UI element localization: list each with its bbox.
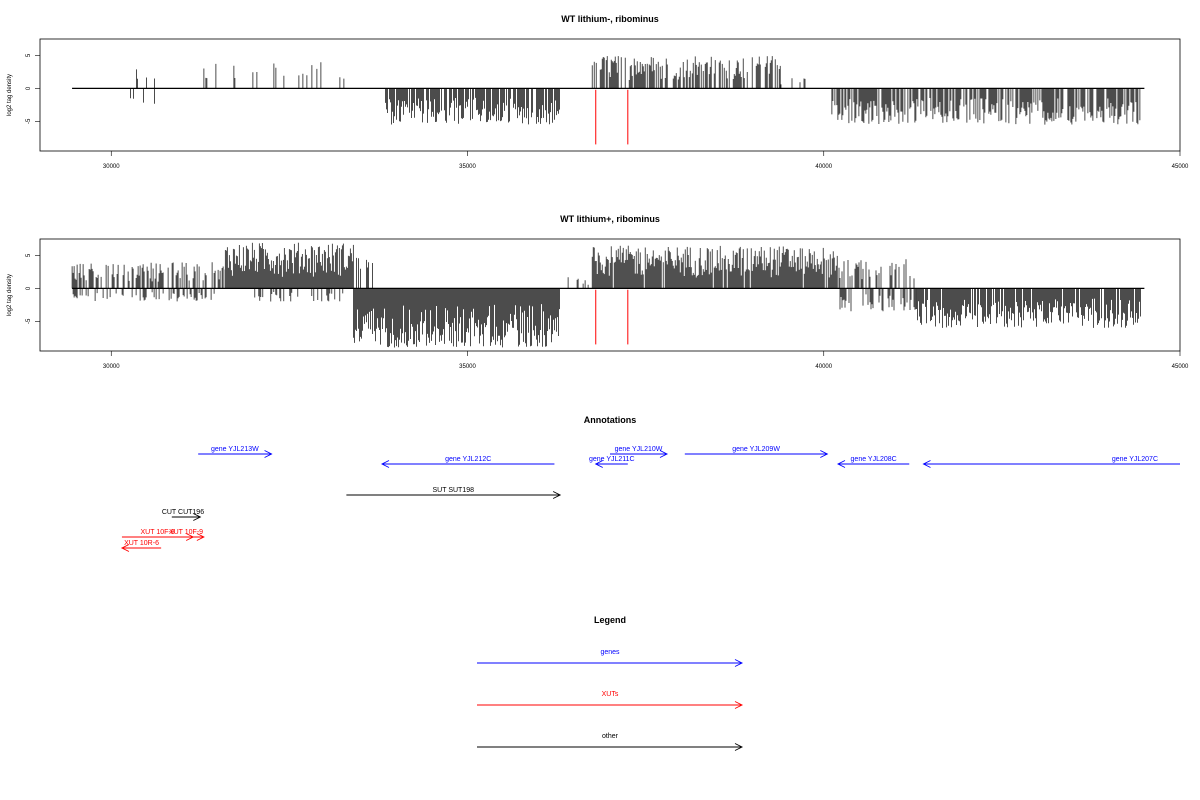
- legend-entries: genes XUTs other: [477, 649, 744, 751]
- arrowhead-icon: [734, 743, 744, 751]
- x-axis: 30000 35000 40000 45000: [103, 351, 1189, 370]
- arrowhead-icon: [659, 450, 669, 458]
- panel-lithium-plus: WT lithium+, ribominus log2 tag density …: [7, 214, 1189, 370]
- feature-label: gene YJL213W: [211, 446, 259, 453]
- y-tick-label: 5: [26, 253, 32, 257]
- feature-label: gene YJL212C: [445, 456, 491, 463]
- legend-entry: genes: [477, 649, 744, 667]
- annotation-feature: SUT SUT198: [346, 487, 562, 499]
- x-axis: 30000 35000 40000 45000: [103, 151, 1189, 170]
- y-axis-label: log2 tag density: [7, 74, 13, 116]
- feature-label: gene YJL210W: [615, 446, 663, 453]
- y-axis: 5 0 -5: [26, 53, 40, 124]
- legend-label: genes: [600, 649, 620, 656]
- arrowhead-icon: [196, 533, 205, 541]
- annotation-feature: gene YJL209W: [684, 446, 829, 458]
- y-tick-label: 5: [26, 53, 32, 57]
- plot-frame: [39, 238, 1181, 352]
- feature-label: gene YJL207C: [1112, 456, 1158, 463]
- panel-title: WT lithium+, ribominus: [560, 214, 660, 224]
- x-tick-label: 35000: [459, 164, 476, 170]
- feature-label: SUT SUT198: [433, 487, 475, 494]
- legend: Legend genes XUTs other: [477, 615, 744, 751]
- feature-label: XUT 10R-6: [124, 540, 159, 547]
- y-tick-label: -5: [26, 318, 32, 324]
- feature-label: XUT 10F-8: [141, 529, 175, 536]
- y-tick-label: -5: [26, 118, 32, 124]
- arrowhead-icon: [734, 659, 744, 667]
- arrowhead-icon: [193, 513, 202, 521]
- feature-label: XUT 10F-9: [169, 529, 203, 536]
- arrowhead-icon: [836, 460, 846, 468]
- panel-lithium-minus: WT lithium-, ribominus log2 tag density …: [7, 14, 1189, 170]
- annotation-features: gene YJL213W gene YJL212C gene YJL210W gene…: [120, 446, 1180, 552]
- annotation-feature: gene YJL208C: [836, 456, 910, 468]
- annotation-feature: gene YJL211C: [589, 456, 635, 468]
- annotation-feature: CUT CUT196: [162, 509, 204, 521]
- x-tick-label: 40000: [815, 364, 832, 370]
- x-tick-label: 40000: [815, 164, 832, 170]
- annotation-feature: gene YJL210W: [610, 446, 669, 458]
- arrowhead-icon: [734, 701, 744, 709]
- x-tick-label: 30000: [103, 164, 120, 170]
- arrowhead-icon: [922, 460, 931, 468]
- y-tick-label: 0: [26, 86, 32, 90]
- arrowhead-icon: [820, 450, 829, 458]
- annotations-title: Annotations: [584, 415, 637, 425]
- legend-label: XUTs: [602, 691, 619, 698]
- arrowhead-icon: [120, 544, 130, 552]
- annotation-feature: gene YJL212C: [380, 456, 555, 468]
- panel-title: WT lithium-, ribominus: [561, 14, 659, 24]
- legend-entry: XUTs: [477, 691, 744, 709]
- density-bars: [72, 56, 1145, 145]
- density-bars: [71, 242, 1145, 348]
- x-tick-label: 35000: [459, 364, 476, 370]
- y-axis: 5 0 -5: [26, 253, 40, 324]
- legend-title: Legend: [594, 615, 626, 625]
- feature-label: gene YJL208C: [851, 456, 897, 463]
- annotation-feature: XUT 10R-6: [120, 540, 162, 552]
- annotation-feature: XUT 10F-9: [169, 529, 205, 541]
- annotation-feature: gene YJL207C: [922, 456, 1180, 468]
- plot-frame: [39, 38, 1181, 152]
- x-tick-label: 30000: [103, 364, 120, 370]
- legend-label: other: [602, 733, 619, 740]
- arrowhead-icon: [594, 460, 603, 468]
- x-tick-label: 45000: [1172, 164, 1189, 170]
- y-axis-label: log2 tag density: [7, 274, 13, 316]
- feature-label: gene YJL211C: [589, 456, 635, 463]
- y-tick-label: 0: [26, 286, 32, 290]
- feature-label: CUT CUT196: [162, 509, 204, 516]
- arrowhead-icon: [264, 450, 273, 458]
- feature-label: gene YJL209W: [732, 446, 780, 453]
- annotation-feature: gene YJL213W: [198, 446, 273, 458]
- arrowhead-icon: [380, 460, 390, 468]
- legend-entry: other: [477, 733, 744, 751]
- x-tick-label: 45000: [1172, 364, 1189, 370]
- arrowhead-icon: [552, 491, 562, 499]
